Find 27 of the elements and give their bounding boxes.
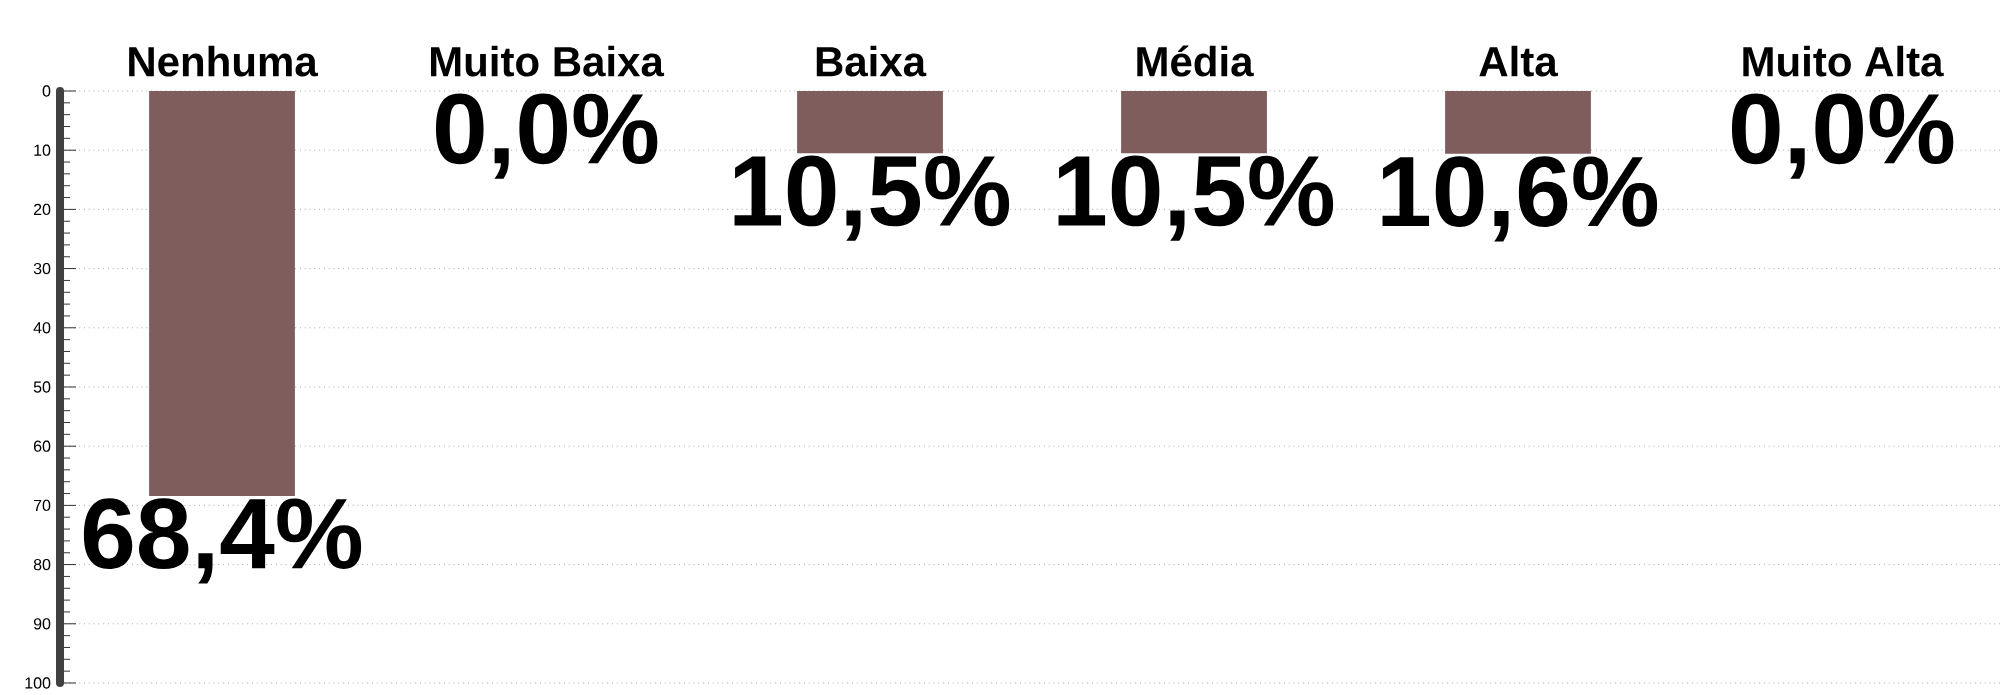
data-label: 10,5% (1058, 155, 1334, 241)
y-tick-label: 80 (33, 558, 51, 571)
x-tick-label: Muito Alta (1743, 45, 1944, 77)
y-tick-label: 30 (33, 262, 51, 275)
y-tick-label: 0 (42, 85, 51, 97)
y-tick-label: 60 (33, 440, 51, 452)
bar (1445, 90, 1591, 154)
x-tick-label: Alta (1479, 45, 1558, 77)
y-tick-label: 90 (33, 618, 51, 630)
bar (1121, 90, 1267, 154)
y-tick-label: 40 (33, 322, 51, 334)
y-tick-label: 20 (33, 203, 51, 216)
x-tick-label: Baixa (816, 45, 927, 77)
y-tick-label: 100 (25, 677, 51, 689)
data-label: 68,4% (83, 498, 362, 584)
data-label: 0,0% (436, 93, 658, 179)
x-tick-label: Nenhuma (129, 45, 318, 77)
y-tick-label: 50 (33, 381, 51, 393)
data-label: 10,5% (734, 155, 1010, 241)
bar (797, 90, 943, 154)
bar (149, 90, 295, 496)
y-tick-label: 70 (33, 499, 51, 512)
data-label: 0,0% (1731, 93, 1954, 179)
data-label: 10,6% (1382, 156, 1658, 242)
x-tick-label: Muito Baixa (430, 45, 665, 77)
x-tick-label: Média (1137, 45, 1254, 77)
y-tick-label: 10 (34, 144, 51, 156)
